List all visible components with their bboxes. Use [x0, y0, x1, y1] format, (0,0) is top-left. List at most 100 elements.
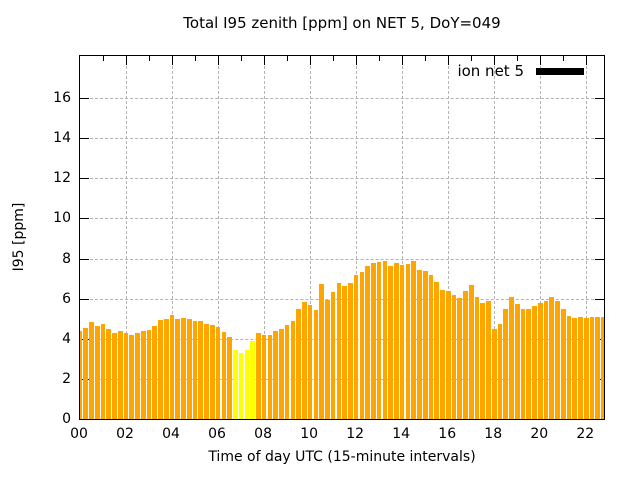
data-bar [532, 305, 537, 419]
y-tick-label: 2 [62, 370, 71, 387]
x-tick-mark [471, 56, 473, 61]
y-gridline [80, 138, 604, 140]
data-bar [181, 317, 186, 419]
data-bar [267, 334, 273, 419]
x-tick-mark [586, 56, 588, 65]
x-tick-mark [448, 56, 450, 65]
x-tick-mark [517, 56, 519, 61]
x-gridline [264, 56, 266, 419]
data-bar [146, 329, 152, 419]
x-tick-label: 14 [392, 426, 411, 442]
x-tick-mark [287, 56, 289, 61]
x-tick-label: 18 [484, 426, 503, 442]
data-bar [244, 349, 250, 419]
data-bar [163, 318, 169, 419]
x-tick-label: 20 [530, 426, 549, 442]
x-gridline [402, 56, 404, 419]
y-tick-mark [80, 178, 89, 180]
data-bar [503, 308, 509, 419]
data-bar [342, 285, 347, 419]
data-bar [100, 323, 106, 419]
data-bar [399, 264, 405, 419]
x-tick-mark [425, 56, 427, 61]
y-tick-mark [595, 98, 604, 100]
data-bar [325, 299, 330, 419]
data-bar [486, 300, 491, 419]
x-tick-label: 00 [70, 426, 88, 442]
data-bar [129, 334, 135, 419]
y-tick-mark [595, 258, 604, 260]
x-tick-mark [264, 56, 266, 65]
x-tick-mark [149, 56, 151, 61]
y-tick-mark [80, 258, 89, 260]
data-bar [117, 330, 123, 419]
data-bar [158, 319, 163, 419]
data-bar [445, 290, 451, 419]
x-tick-mark [241, 56, 243, 61]
data-bar [348, 282, 353, 419]
chart-title: Total I95 zenith [ppm] on NET 5, DoY=049 [183, 14, 501, 32]
data-bar [279, 328, 284, 419]
data-bar [526, 308, 532, 419]
data-bar [417, 269, 422, 419]
legend-swatch-icon [536, 67, 584, 75]
x-tick-label: 02 [116, 426, 134, 442]
data-bar [365, 265, 370, 419]
data-bar [405, 263, 411, 419]
data-bar [468, 284, 474, 419]
data-bar [560, 308, 566, 419]
data-bar [595, 316, 601, 419]
x-tick-label: 06 [208, 426, 226, 442]
x-axis-title: Time of day UTC (15-minute intervals) [208, 449, 476, 465]
x-tick-mark [218, 56, 220, 65]
x-tick-mark [103, 56, 104, 61]
data-bar [382, 260, 388, 419]
data-bar [250, 340, 255, 419]
y-tick-label: 16 [53, 90, 71, 107]
x-tick-mark [195, 56, 197, 61]
y-gridline [80, 258, 604, 260]
data-bar [520, 308, 526, 419]
data-bar [509, 296, 514, 419]
data-bar [135, 332, 140, 419]
y-gridline [80, 98, 604, 100]
x-gridline [494, 56, 496, 419]
data-bar [330, 291, 336, 419]
data-bar [543, 300, 549, 419]
data-bar [353, 274, 359, 419]
x-tick-label: 04 [162, 426, 180, 442]
x-tick-label: 16 [438, 426, 457, 442]
data-bar [319, 283, 324, 419]
data-bar [307, 304, 313, 419]
data-bar [549, 296, 555, 419]
y-tick-mark [80, 218, 89, 220]
data-bar [94, 325, 100, 419]
data-bar [451, 294, 457, 419]
y-tick-label: 8 [62, 250, 71, 267]
x-tick-mark [126, 56, 128, 65]
data-bar [463, 290, 468, 419]
y-tick-mark [595, 218, 604, 220]
data-bar [296, 308, 301, 419]
data-bar [578, 316, 583, 419]
x-tick-mark [540, 56, 542, 65]
y-tick-mark [80, 138, 89, 140]
x-gridline [218, 56, 220, 419]
y-tick-mark [80, 298, 89, 300]
x-gridline [126, 56, 128, 419]
y-axis-title: I95 [ppm] [11, 202, 27, 272]
legend-label: ion net 5 [457, 62, 524, 80]
data-bar [186, 318, 192, 419]
data-bar [497, 323, 503, 419]
data-bar [537, 302, 543, 419]
x-tick-label: 22 [576, 426, 595, 442]
data-bar [152, 325, 158, 419]
data-bar [555, 300, 560, 419]
data-bar [376, 261, 382, 419]
data-bar [290, 320, 296, 419]
x-gridline [356, 56, 358, 419]
x-gridline [448, 56, 450, 419]
y-gridline [80, 218, 604, 220]
data-bar [112, 332, 117, 419]
data-bar [601, 316, 604, 419]
